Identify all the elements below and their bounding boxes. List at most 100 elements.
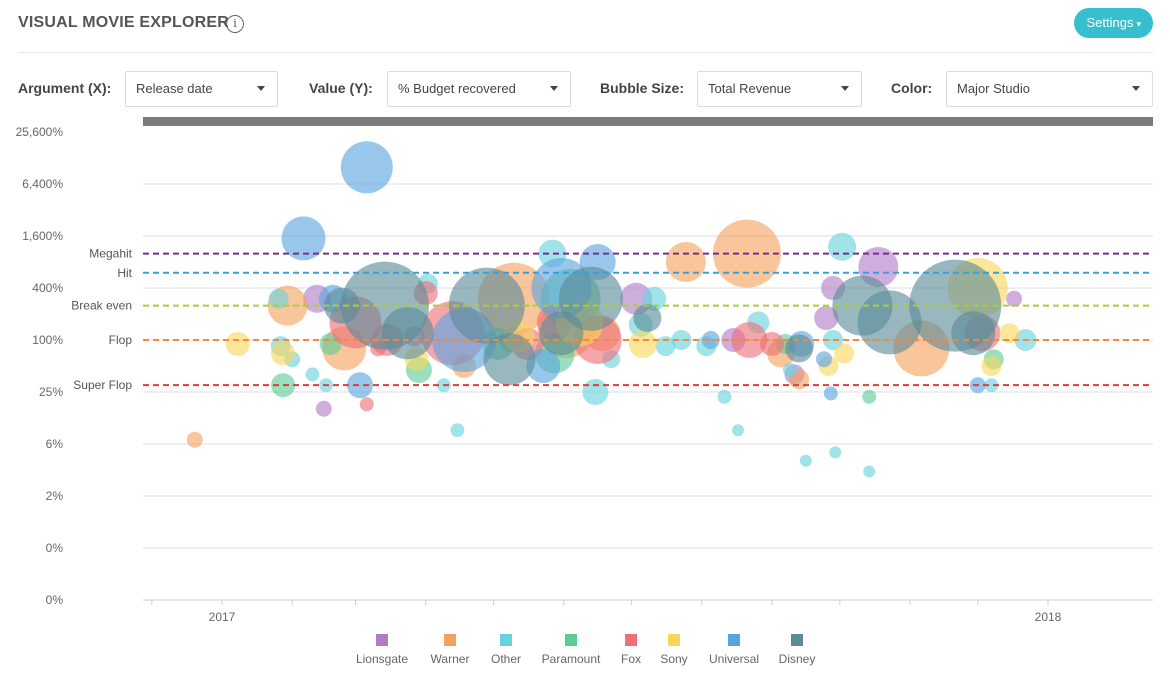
x-tick-label: 2018 [1035, 610, 1062, 624]
bubble[interactable] [863, 465, 876, 478]
bubble-size-select[interactable]: Total Revenue [697, 71, 862, 107]
bubble[interactable] [340, 141, 393, 194]
y-tick-label: 2% [46, 489, 64, 503]
reference-line-label: Flop [109, 333, 133, 347]
bubble[interactable] [633, 304, 662, 332]
bubble[interactable] [701, 331, 720, 349]
y-tick-label: 25,600% [16, 125, 64, 139]
bubble[interactable] [628, 330, 657, 358]
legend-item-sony[interactable]: Sony [634, 634, 714, 666]
bubble[interactable] [655, 336, 676, 357]
bubble-size-value: Total Revenue [708, 81, 792, 96]
legend-label: Fox [620, 652, 641, 666]
legend-swatch [668, 634, 680, 646]
legend-item-fox[interactable]: Fox [591, 634, 671, 666]
bubble[interactable] [381, 307, 434, 360]
legend: Lionsgate Warner Other Paramount Fox Sony Univ… [0, 634, 1170, 674]
reference-line-label: Hit [117, 266, 132, 280]
legend-item-other[interactable]: Other [466, 634, 546, 666]
bubble[interactable] [717, 389, 732, 404]
info-icon[interactable]: i [226, 15, 244, 33]
bubble[interactable] [984, 378, 999, 393]
legend-swatch [376, 634, 388, 646]
bubble[interactable] [558, 266, 623, 331]
bubble[interactable] [450, 423, 465, 438]
legend-swatch [500, 634, 512, 646]
reference-lines: Megahit Hit Break even Flop Super Flop [71, 247, 1153, 392]
bubble[interactable] [951, 311, 996, 356]
bubble[interactable] [731, 322, 768, 358]
bubble[interactable] [483, 333, 536, 386]
bubble[interactable] [759, 332, 784, 356]
bubble[interactable] [305, 367, 320, 382]
legend-label: Paramount [541, 652, 601, 666]
bubble[interactable] [816, 351, 832, 368]
x-axis: 2017 2018 [151, 600, 1062, 624]
bubble[interactable] [823, 386, 838, 401]
legend-label: Other [490, 652, 521, 666]
legend-label: Warner [430, 652, 470, 666]
bubble[interactable] [799, 454, 812, 467]
bubble[interactable] [829, 446, 842, 459]
legend-item-disney[interactable]: Disney [757, 634, 837, 666]
chevron-down-icon [257, 86, 265, 91]
legend-label: Lionsgate [355, 652, 409, 666]
legend-item-paramount[interactable]: Paramount [531, 634, 611, 666]
bubble[interactable] [999, 323, 1020, 344]
legend-item-universal[interactable]: Universal [694, 634, 774, 666]
bubble[interactable] [671, 330, 692, 350]
legend-item-warner[interactable]: Warner [410, 634, 490, 666]
color-select[interactable]: Major Studio [946, 71, 1153, 107]
y-tick-label: 6% [46, 437, 64, 451]
bubble-size-label: Bubble Size: [600, 80, 685, 96]
bubble[interactable] [834, 343, 855, 364]
legend-swatch [728, 634, 740, 646]
chevron-down-icon [550, 86, 558, 91]
settings-label: Settings [1086, 15, 1134, 30]
bubble[interactable] [225, 332, 250, 356]
page-title: VISUAL MOVIE EXPLORER [18, 14, 230, 31]
bubble[interactable] [732, 424, 744, 437]
bubble[interactable] [281, 216, 326, 261]
argument-x-label: Argument (X): [18, 80, 112, 96]
bubble[interactable] [186, 431, 203, 448]
color-value: Major Studio [957, 81, 1030, 96]
y-tick-label: 25% [39, 385, 63, 399]
bubble[interactable] [665, 242, 706, 282]
bubble[interactable] [315, 400, 332, 417]
legend-swatch [565, 634, 577, 646]
value-y-select[interactable]: % Budget recovered [387, 71, 571, 107]
bubbles [186, 141, 1037, 478]
y-tick-label: 6,400% [22, 177, 63, 191]
bubble[interactable] [862, 389, 877, 404]
settings-button[interactable]: Settings ▾ [1074, 8, 1153, 38]
bubble[interactable] [1006, 290, 1023, 307]
y-tick-label: 0% [46, 541, 64, 555]
bubble[interactable] [582, 379, 609, 405]
reference-line-label: Megahit [89, 247, 132, 261]
reference-line-label: Break even [71, 299, 132, 313]
legend-swatch [791, 634, 803, 646]
argument-x-select[interactable]: Release date [125, 71, 278, 107]
legend-item-lionsgate[interactable]: Lionsgate [342, 634, 422, 666]
bubble[interactable] [347, 372, 373, 399]
bubble-chart: 25,600% 6,400% 1,600% 400% 100% 25% 6% 2% 0% 0% 2… [16, 117, 1153, 624]
bubble[interactable] [271, 341, 296, 366]
legend-label: Universal [708, 652, 759, 666]
argument-x-value: Release date [136, 81, 213, 96]
y-tick-label: 400% [32, 281, 63, 295]
chevron-down-icon: ▾ [1136, 19, 1141, 29]
bubble[interactable] [359, 397, 374, 412]
y-tick-label: 100% [32, 333, 63, 347]
bubble[interactable] [814, 306, 839, 330]
bubble[interactable] [783, 363, 797, 377]
reference-line-label: Super Flop [73, 378, 132, 392]
bubble[interactable] [785, 334, 814, 363]
bubble[interactable] [981, 356, 1002, 376]
y-axis: 25,600% 6,400% 1,600% 400% 100% 25% 6% 2% 0% 0% [16, 125, 64, 607]
bubble[interactable] [268, 288, 289, 309]
y-tick-label: 1,600% [22, 229, 63, 243]
bubble[interactable] [828, 232, 857, 261]
range-scrollbar[interactable] [143, 117, 1153, 126]
value-y-label: Value (Y): [309, 80, 373, 96]
